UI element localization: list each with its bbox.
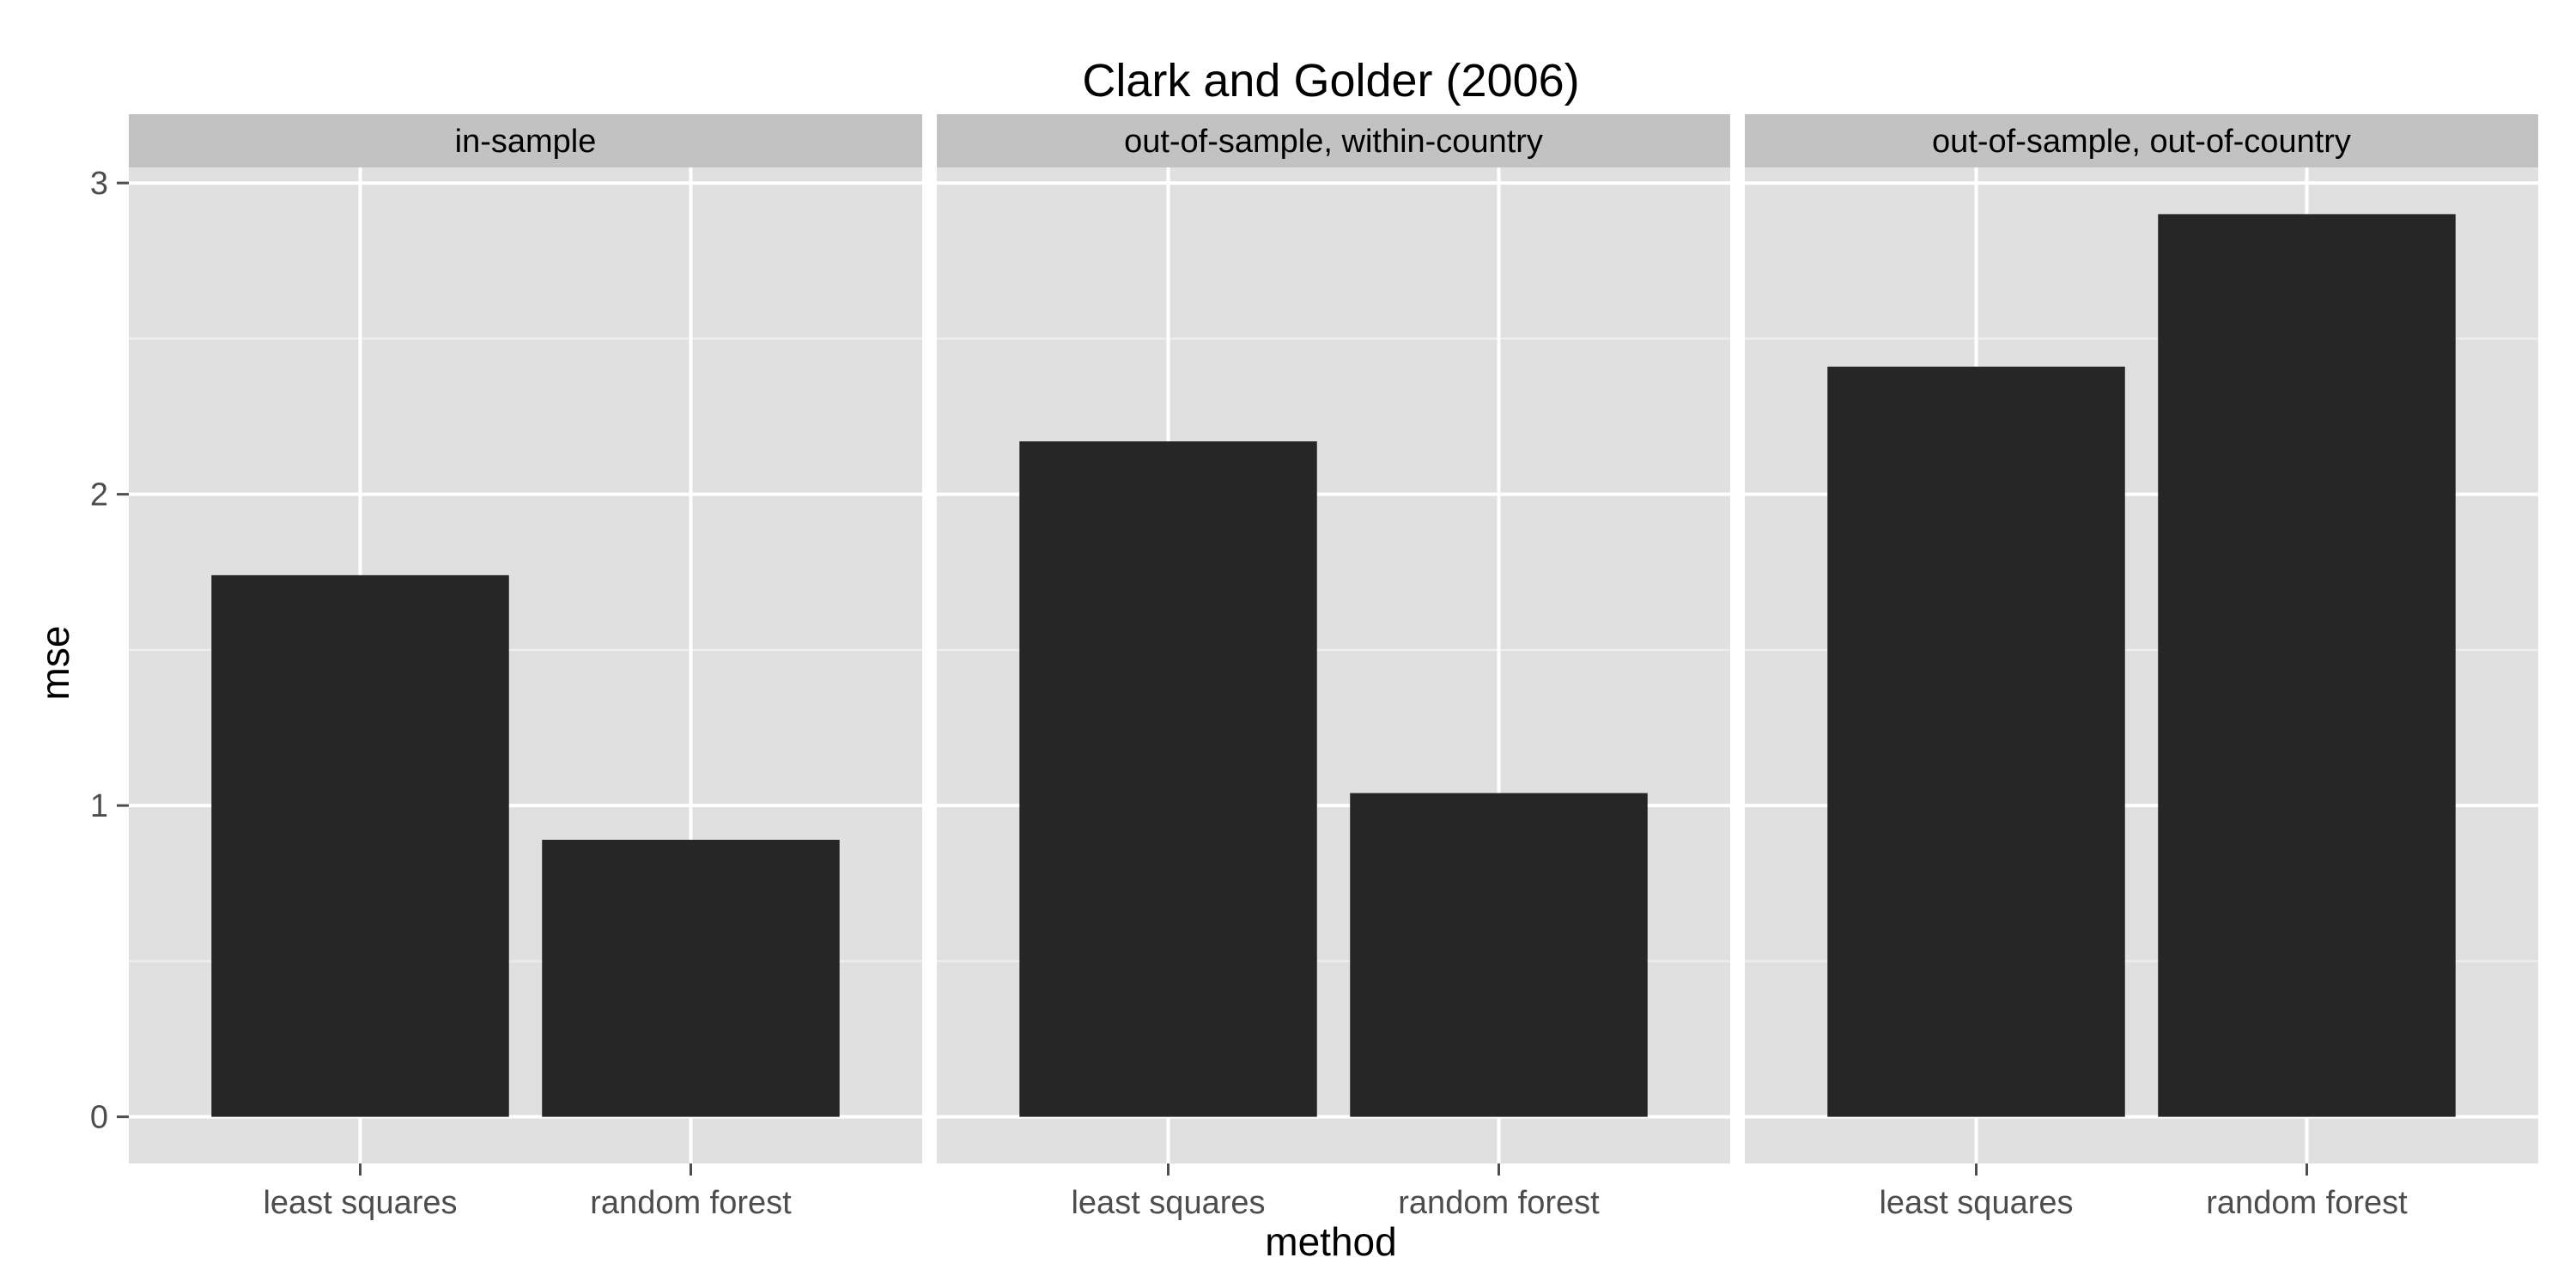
facet-label: in-sample [455, 124, 597, 160]
y-tick-label: 0 [90, 1100, 108, 1136]
bar [1827, 367, 2125, 1117]
bar [211, 574, 509, 1117]
y-tick-label: 1 [90, 788, 108, 824]
facet-panel: in-sample least squares random forest [129, 114, 922, 1221]
x-tick-label: least squares [1879, 1185, 2073, 1221]
bar [1019, 441, 1317, 1117]
x-tick-label: random forest [2206, 1185, 2408, 1221]
x-tick-label: least squares [263, 1185, 457, 1221]
x-axis-title: method [1265, 1219, 1396, 1264]
bar [542, 840, 840, 1117]
x-tick-label: random forest [1398, 1185, 1600, 1221]
y-axis-title: mse [33, 626, 77, 701]
chart-title: Clark and Golder (2006) [1082, 55, 1579, 106]
facet-label: out-of-sample, out-of-country [1932, 124, 2351, 160]
y-tick-label: 3 [90, 166, 108, 202]
facet-panel: out-of-sample, within-country least squar… [937, 114, 1730, 1221]
facet-strip [937, 114, 1730, 167]
bar [1350, 793, 1648, 1117]
y-axis: 0 1 2 3 [90, 166, 129, 1136]
facet-panel: out-of-sample, out-of-country least squar… [1745, 114, 2538, 1221]
facet-strip [1745, 114, 2538, 167]
facet-label: out-of-sample, within-country [1124, 124, 1543, 160]
facet-strip [129, 114, 922, 167]
y-tick-label: 2 [90, 477, 108, 513]
x-tick-label: least squares [1071, 1185, 1265, 1221]
x-tick-label: random forest [590, 1185, 792, 1221]
bar [2158, 214, 2456, 1117]
